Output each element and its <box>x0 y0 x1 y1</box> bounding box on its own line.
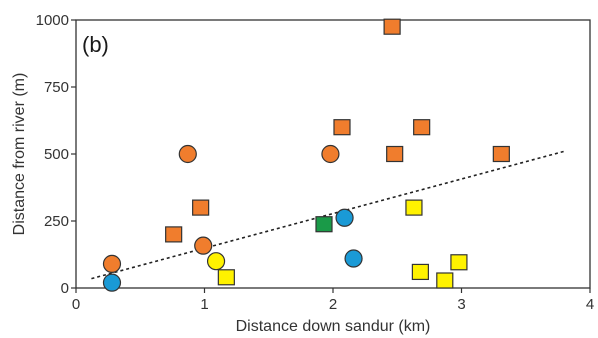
x-tick-label-0: 0 <box>72 296 80 313</box>
data-markers <box>102 18 510 292</box>
point-green-square-0 <box>315 216 333 233</box>
point-blue-circle-2 <box>344 249 363 268</box>
point-orange-square-6 <box>492 145 510 163</box>
x-tick-label-2: 2 <box>329 296 337 313</box>
x-tick-label-4: 4 <box>586 296 594 313</box>
point-orange-circle-1 <box>178 144 197 164</box>
y-tick-label-0: 0 <box>61 280 69 297</box>
y-tick-label-1: 250 <box>44 213 69 230</box>
point-yellow-square-2 <box>411 263 429 281</box>
point-blue-circle-0 <box>102 273 122 292</box>
point-yellow-square-1 <box>405 199 423 216</box>
y-axis-title: Distance from river (m) <box>11 73 28 236</box>
point-orange-square-5 <box>413 119 431 136</box>
y-tick-label-4: 1000 <box>36 12 69 29</box>
point-yellow-square-0 <box>217 269 235 286</box>
x-tick-label-3: 3 <box>457 296 465 313</box>
tick-labels: 0 1 2 3 4 0 250 500 750 1000 <box>36 12 595 313</box>
trendline <box>91 150 565 280</box>
point-orange-square-0 <box>165 226 183 243</box>
point-orange-circle-2 <box>194 236 213 255</box>
axis-ticks <box>71 19 591 293</box>
point-orange-square-4 <box>386 145 404 163</box>
point-yellow-square-4 <box>450 254 468 271</box>
point-orange-square-1 <box>192 199 210 216</box>
x-axis-title: Distance down sandur (km) <box>236 318 431 335</box>
point-orange-square-3 <box>383 18 401 35</box>
point-orange-circle-3 <box>321 144 340 164</box>
point-blue-circle-1 <box>335 208 354 227</box>
point-orange-square-2 <box>333 119 351 136</box>
point-yellow-circle-0 <box>206 252 226 271</box>
panel-label: (b) <box>82 32 109 57</box>
y-tick-label-3: 750 <box>44 79 69 96</box>
point-yellow-square-3 <box>436 272 454 289</box>
y-tick-label-2: 500 <box>44 146 69 163</box>
x-tick-label-1: 1 <box>200 296 208 313</box>
point-orange-circle-0 <box>102 254 122 273</box>
